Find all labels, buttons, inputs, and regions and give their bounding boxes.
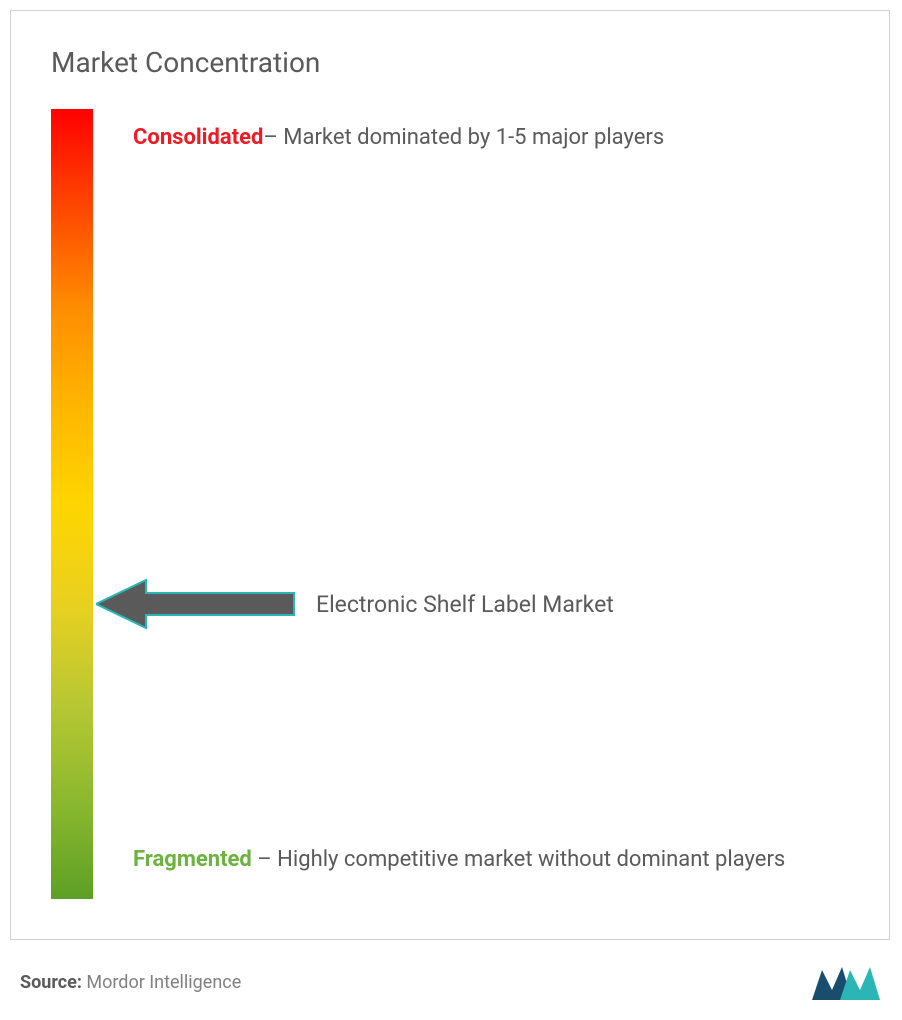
consolidated-highlight: Consolidated — [133, 125, 263, 150]
marker-label: Electronic Shelf Label Market — [316, 591, 614, 618]
fragmented-highlight: Fragmented — [133, 847, 252, 872]
fragmented-label: Fragmented – Highly competitive market w… — [133, 836, 785, 884]
fragmented-text: – Highly competitive market without domi… — [252, 847, 785, 872]
arrow-icon — [96, 576, 296, 632]
consolidated-text: – Market dominated by 1-5 major players — [263, 125, 664, 150]
chart-container: Market Concentration — [10, 10, 890, 940]
concentration-gradient-bar — [51, 109, 93, 899]
chart-content: Consolidated– Market dominated by 1-5 ma… — [51, 109, 849, 899]
marker-arrow-container: Electronic Shelf Label Market — [96, 576, 614, 632]
chart-title: Market Concentration — [51, 46, 849, 79]
mordor-intelligence-logo-icon — [812, 962, 882, 1002]
source-text: Mordor Intelligence — [82, 972, 241, 993]
source-attribution: Source: Mordor Intelligence — [20, 972, 241, 993]
labels-area: Consolidated– Market dominated by 1-5 ma… — [93, 109, 849, 899]
footer: Source: Mordor Intelligence — [20, 962, 882, 1002]
consolidated-label: Consolidated– Market dominated by 1-5 ma… — [133, 114, 664, 162]
source-label: Source: — [20, 972, 82, 993]
